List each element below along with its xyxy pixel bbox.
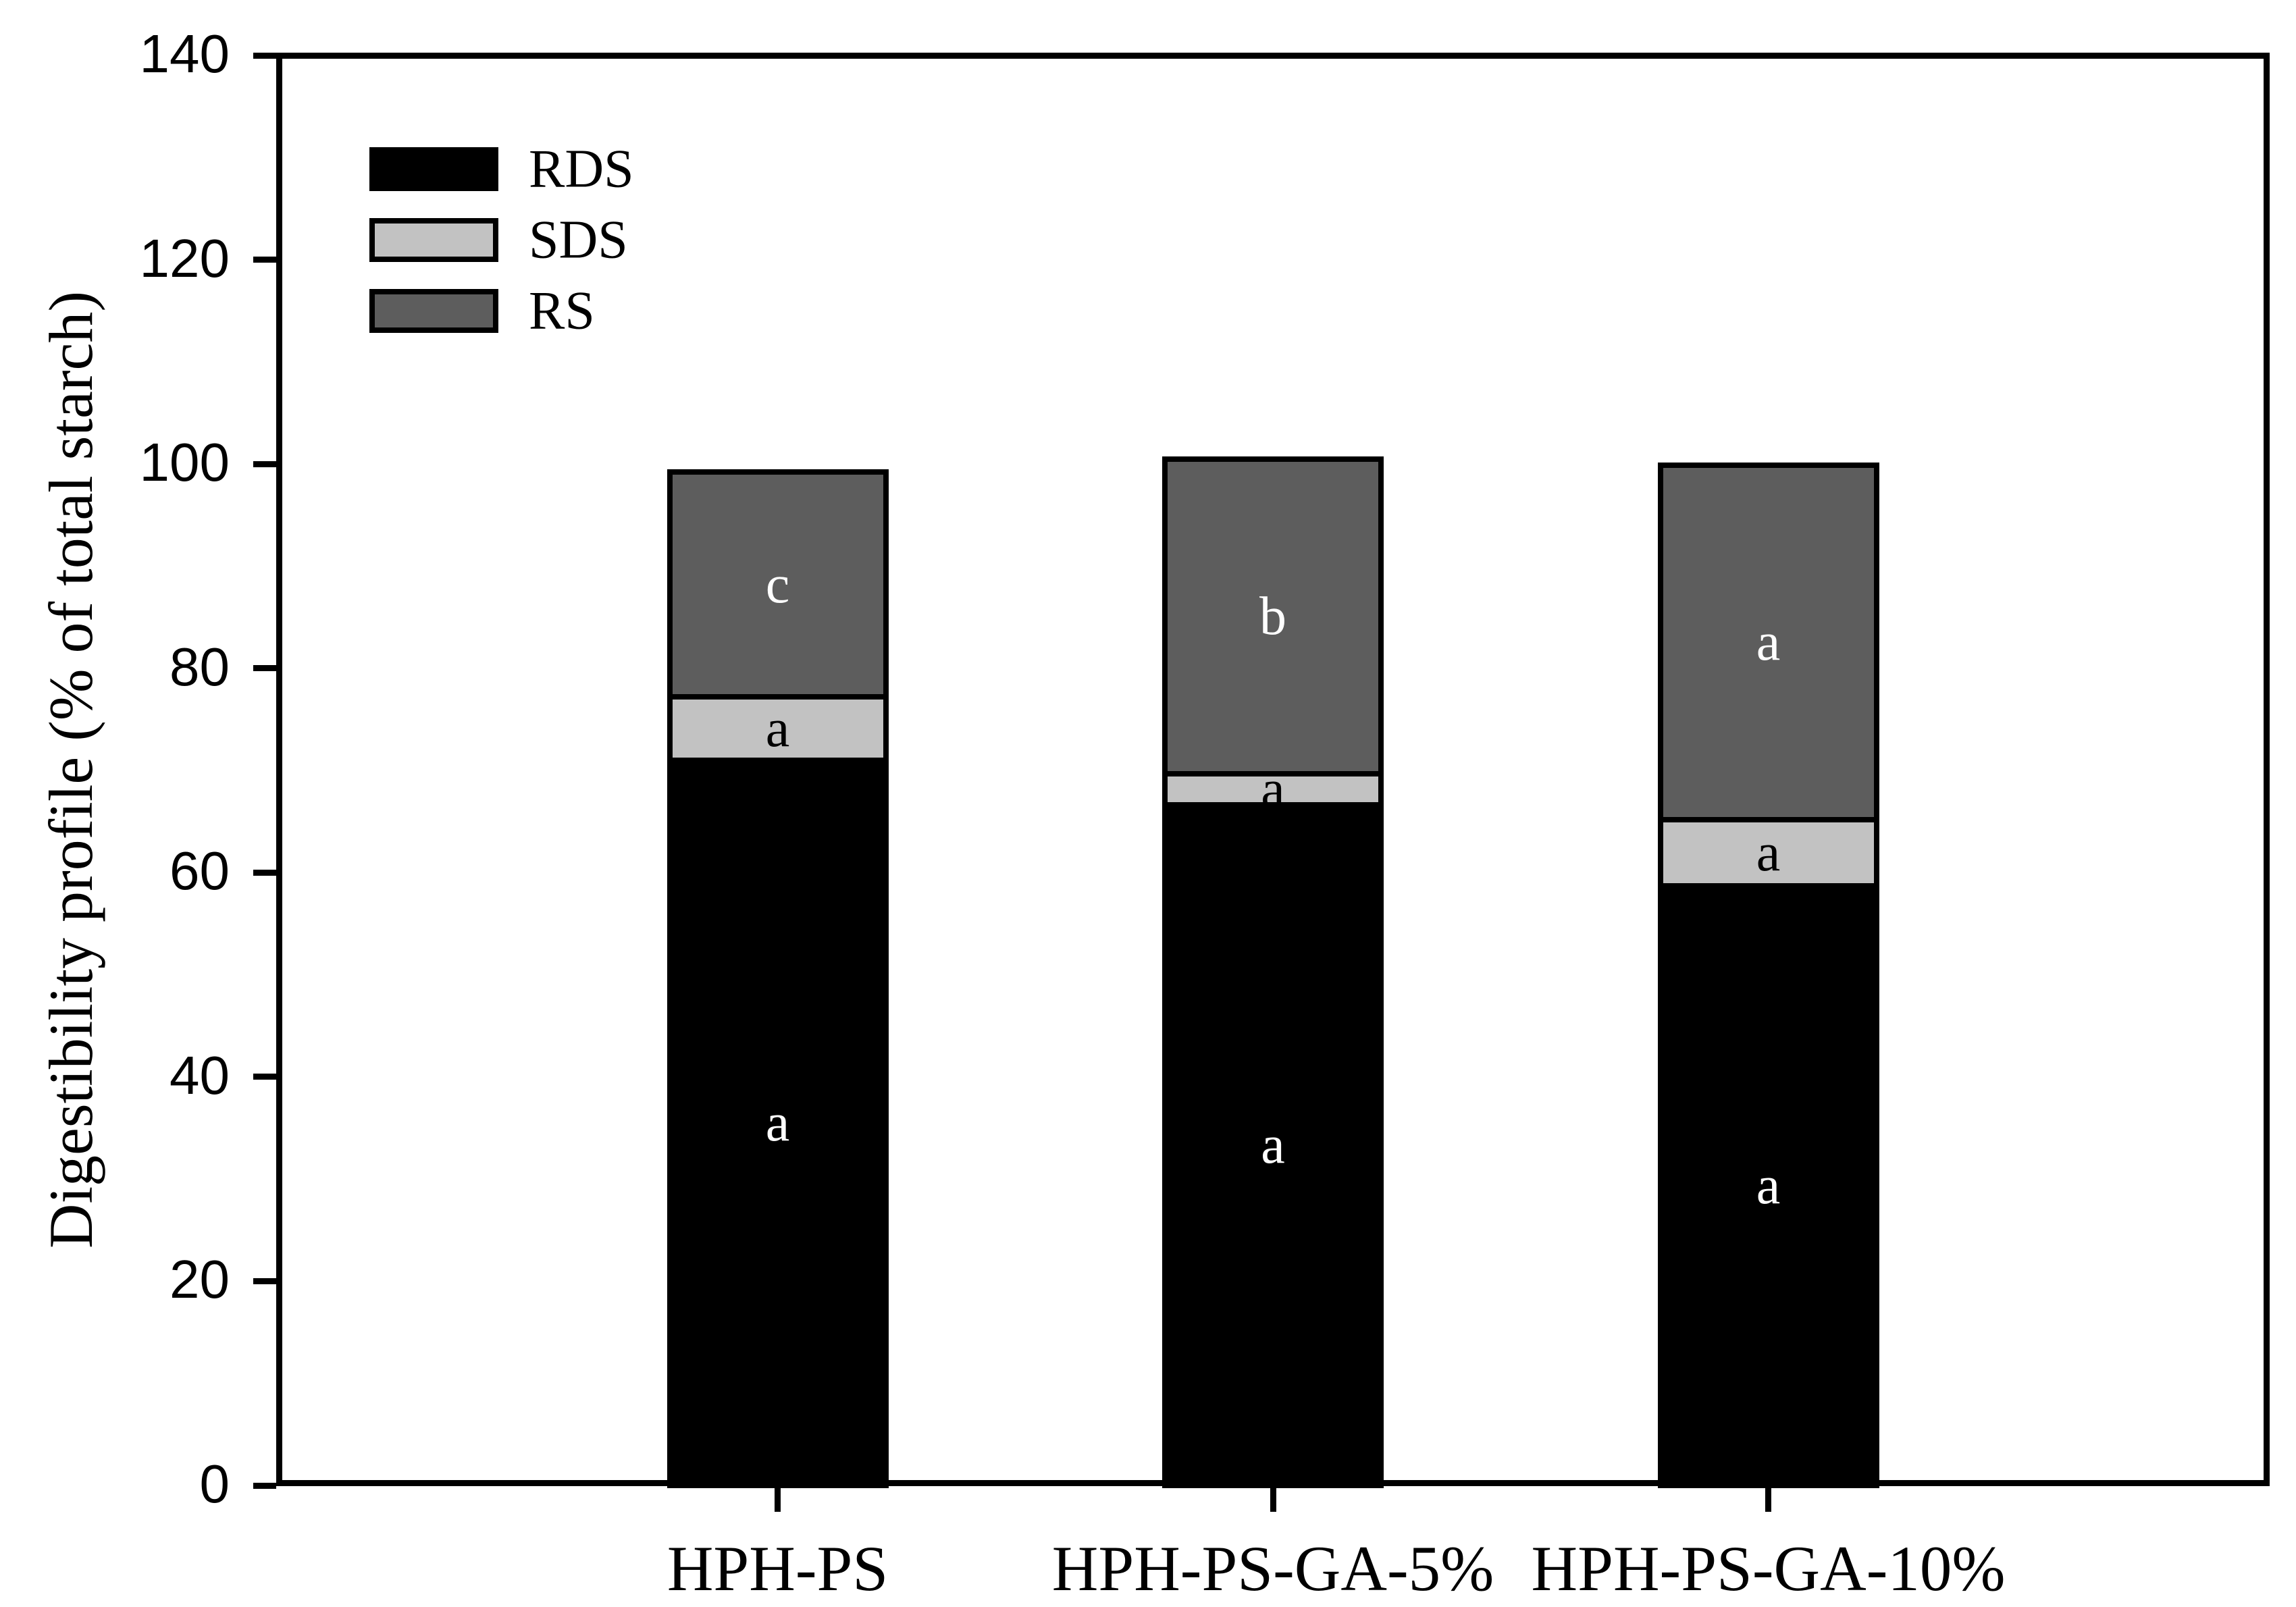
x-category-label: HPH-PS-GA-10% bbox=[1531, 1533, 2006, 1604]
x-category-label: HPH-PS bbox=[667, 1533, 889, 1604]
y-tick-label: 20 bbox=[169, 1249, 230, 1310]
x-tick-mark bbox=[1270, 1486, 1276, 1512]
x-tick-mark bbox=[1765, 1486, 1771, 1512]
bar-segment-rs: b bbox=[1162, 456, 1384, 776]
bar-segment-sds: a bbox=[667, 694, 889, 763]
y-tick-label: 80 bbox=[169, 636, 230, 697]
bar-segment-rds: a bbox=[1162, 802, 1384, 1488]
y-tick-label: 120 bbox=[139, 228, 230, 288]
legend-label-sds: SDS bbox=[529, 210, 628, 270]
legend-swatch-rds bbox=[369, 147, 498, 191]
legend-label-rs: RS bbox=[529, 281, 595, 341]
bar-segment-sds: a bbox=[1657, 816, 1879, 889]
y-tick-label: 100 bbox=[139, 432, 230, 493]
bar-segment-rds: a bbox=[667, 757, 889, 1488]
y-tick-mark bbox=[253, 257, 276, 263]
bar-segment-rds: a bbox=[1657, 882, 1879, 1488]
bar-segment-rs: c bbox=[667, 469, 889, 700]
y-tick-mark bbox=[253, 52, 276, 59]
x-tick-mark bbox=[775, 1486, 781, 1512]
y-tick-mark bbox=[253, 460, 276, 467]
y-tick-mark bbox=[253, 665, 276, 672]
legend-label-rds: RDS bbox=[529, 139, 634, 199]
bar-segment-sds: a bbox=[1162, 762, 1384, 816]
y-tick-label: 60 bbox=[169, 841, 230, 901]
y-tick-mark bbox=[253, 1074, 276, 1080]
y-tick-label: 0 bbox=[199, 1454, 230, 1514]
y-tick-label: 40 bbox=[169, 1045, 230, 1106]
y-tick-mark bbox=[253, 1482, 276, 1489]
y-tick-mark bbox=[253, 869, 276, 876]
bar-segment-rs: a bbox=[1657, 462, 1879, 822]
legend-swatch-sds bbox=[369, 218, 498, 262]
x-category-label: HPH-PS-GA-5% bbox=[1051, 1533, 1494, 1604]
y-tick-mark bbox=[253, 1277, 276, 1284]
legend-swatch-rs bbox=[369, 289, 498, 333]
y-tick-label: 140 bbox=[139, 24, 230, 84]
